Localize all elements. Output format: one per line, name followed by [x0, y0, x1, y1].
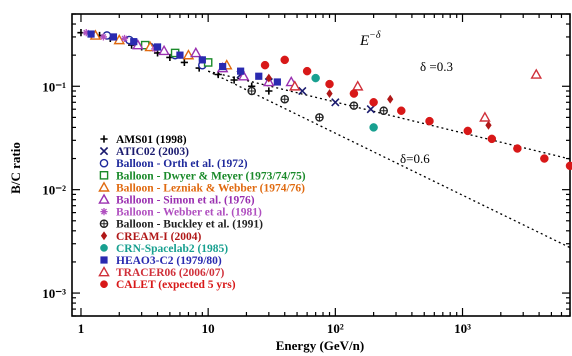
legend-marker: [98, 181, 110, 192]
data-point: [230, 76, 238, 84]
legend-marker: [99, 219, 109, 228]
legend-marker: [100, 280, 108, 289]
legend-marker: [99, 158, 109, 168]
data-point: [219, 62, 227, 71]
y-axis-label: B/C ratio: [8, 142, 23, 194]
data-point: [349, 101, 359, 110]
legend-label: Balloon - Buckley et al. (1991): [116, 219, 263, 231]
data-point: [280, 55, 289, 65]
data-point: [198, 56, 206, 64]
legend-marker: [100, 244, 108, 252]
data-point: [247, 86, 257, 96]
legend-marker: [100, 231, 108, 241]
y-tick-label: 10⁻²: [42, 183, 66, 198]
y-tick-label: 10⁻³: [42, 286, 66, 301]
data-point: [237, 70, 250, 81]
legend-label: CRN-Spacelab2 (1985): [116, 243, 228, 255]
data-point: [158, 44, 170, 56]
data-point: [153, 43, 162, 51]
x-tick-label: 10: [202, 321, 215, 336]
data-point: [315, 113, 324, 122]
data-point: [273, 78, 281, 86]
legend-marker: [100, 135, 108, 143]
legend-label: HEAO3-C2 (1979/80): [116, 255, 222, 267]
data-point: [369, 98, 378, 107]
data-point: [87, 30, 95, 38]
data-point: [302, 66, 312, 76]
data-point: [280, 94, 290, 104]
data-point: [513, 144, 522, 153]
data-point: [326, 89, 333, 99]
delta-03-annotation: δ =0.3: [420, 59, 453, 74]
data-point: [387, 94, 394, 104]
data-point: [463, 126, 473, 136]
delta-06-annotation: δ=0.6: [400, 151, 430, 166]
legend: AMS01 (1998)ATIC02 (2003)Balloon - Orth …: [98, 134, 306, 291]
legend-marker: [100, 256, 108, 264]
data-point: [190, 46, 202, 58]
data-point: [99, 33, 107, 41]
x-tick-label: 10³: [454, 321, 471, 336]
legend-marker: [99, 146, 109, 156]
data-point: [260, 60, 270, 70]
model-line-delta-0.6: [207, 70, 571, 249]
legend-label: Balloon - Orth et al. (1972): [116, 158, 248, 170]
data-point: [487, 134, 497, 144]
data-point: [255, 72, 263, 80]
legend-label: Balloon - Simon et al. (1976): [116, 195, 255, 207]
legend-label: TRACER06 (2006/07): [116, 267, 224, 279]
data-point: [366, 105, 375, 114]
legend-label: ATIC02 (2003): [116, 146, 189, 158]
data-point: [530, 68, 543, 79]
data-point: [349, 89, 359, 98]
data-point: [311, 73, 320, 83]
legend-label: Balloon - Dwyer & Meyer (1973/74/75): [116, 170, 306, 182]
power-law-annotation: E−δ: [359, 30, 381, 49]
data-point: [176, 51, 184, 59]
data-point: [331, 98, 340, 107]
data-points: [77, 29, 572, 171]
legend-marker: [99, 170, 109, 180]
data-point: [289, 80, 301, 91]
axis-ticks: 1 10 10² 10³ 10⁻¹ 10⁻² 10⁻³: [42, 13, 571, 336]
legend-label: CALET (expected 5 yrs): [116, 279, 236, 291]
data-point: [120, 34, 129, 43]
legend-label: Balloon - Webber et al. (1981): [116, 207, 262, 219]
legend-label: CREAM-I (2004): [116, 231, 201, 243]
x-tick-label: 1: [78, 321, 85, 336]
data-point: [425, 116, 434, 126]
data-point: [351, 80, 364, 91]
data-point: [325, 79, 334, 89]
data-point: [109, 33, 118, 41]
legend-marker: [98, 266, 110, 277]
data-point: [298, 86, 307, 96]
data-point: [130, 38, 138, 46]
data-point: [265, 73, 272, 83]
legend-label: Balloon - Lezniak & Webber (1974/76): [116, 182, 305, 194]
data-point: [180, 58, 188, 67]
data-point: [479, 111, 491, 122]
data-point: [369, 123, 378, 132]
data-point: [265, 87, 273, 95]
data-point: [397, 106, 406, 115]
y-tick-label: 10⁻¹: [42, 79, 66, 94]
data-point: [237, 67, 245, 75]
legend-marker: [98, 193, 110, 204]
legend-label: AMS01 (1998): [116, 134, 187, 146]
legend-marker: [100, 208, 108, 216]
data-point: [379, 106, 388, 116]
x-axis-label: Energy (GeV/n): [276, 338, 364, 353]
data-point: [485, 120, 492, 130]
model-lines: [207, 70, 571, 249]
data-point: [82, 29, 90, 37]
model-line-delta-0.3: [208, 70, 571, 160]
x-tick-label: 10²: [327, 321, 344, 336]
data-point: [565, 161, 572, 171]
data-point: [540, 154, 549, 163]
